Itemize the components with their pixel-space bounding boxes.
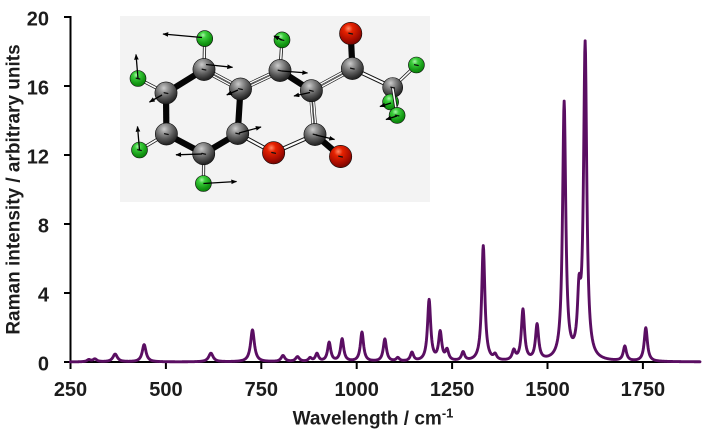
svg-text:12: 12 [27, 146, 49, 168]
svg-text:250: 250 [54, 379, 87, 401]
svg-text:1500: 1500 [525, 379, 570, 401]
svg-text:750: 750 [245, 379, 278, 401]
svg-text:500: 500 [149, 379, 182, 401]
svg-text:8: 8 [38, 215, 49, 237]
svg-text:1000: 1000 [334, 379, 379, 401]
svg-text:4: 4 [38, 284, 50, 306]
svg-text:Raman intensity / arbitrary un: Raman intensity / arbitrary units [4, 44, 25, 334]
svg-text:16: 16 [27, 77, 49, 99]
svg-text:1250: 1250 [430, 379, 475, 401]
svg-text:0: 0 [38, 353, 49, 375]
svg-text:Wavelength / cm-1: Wavelength / cm-1 [293, 406, 454, 430]
svg-text:20: 20 [27, 8, 49, 30]
svg-text:1750: 1750 [621, 379, 666, 401]
